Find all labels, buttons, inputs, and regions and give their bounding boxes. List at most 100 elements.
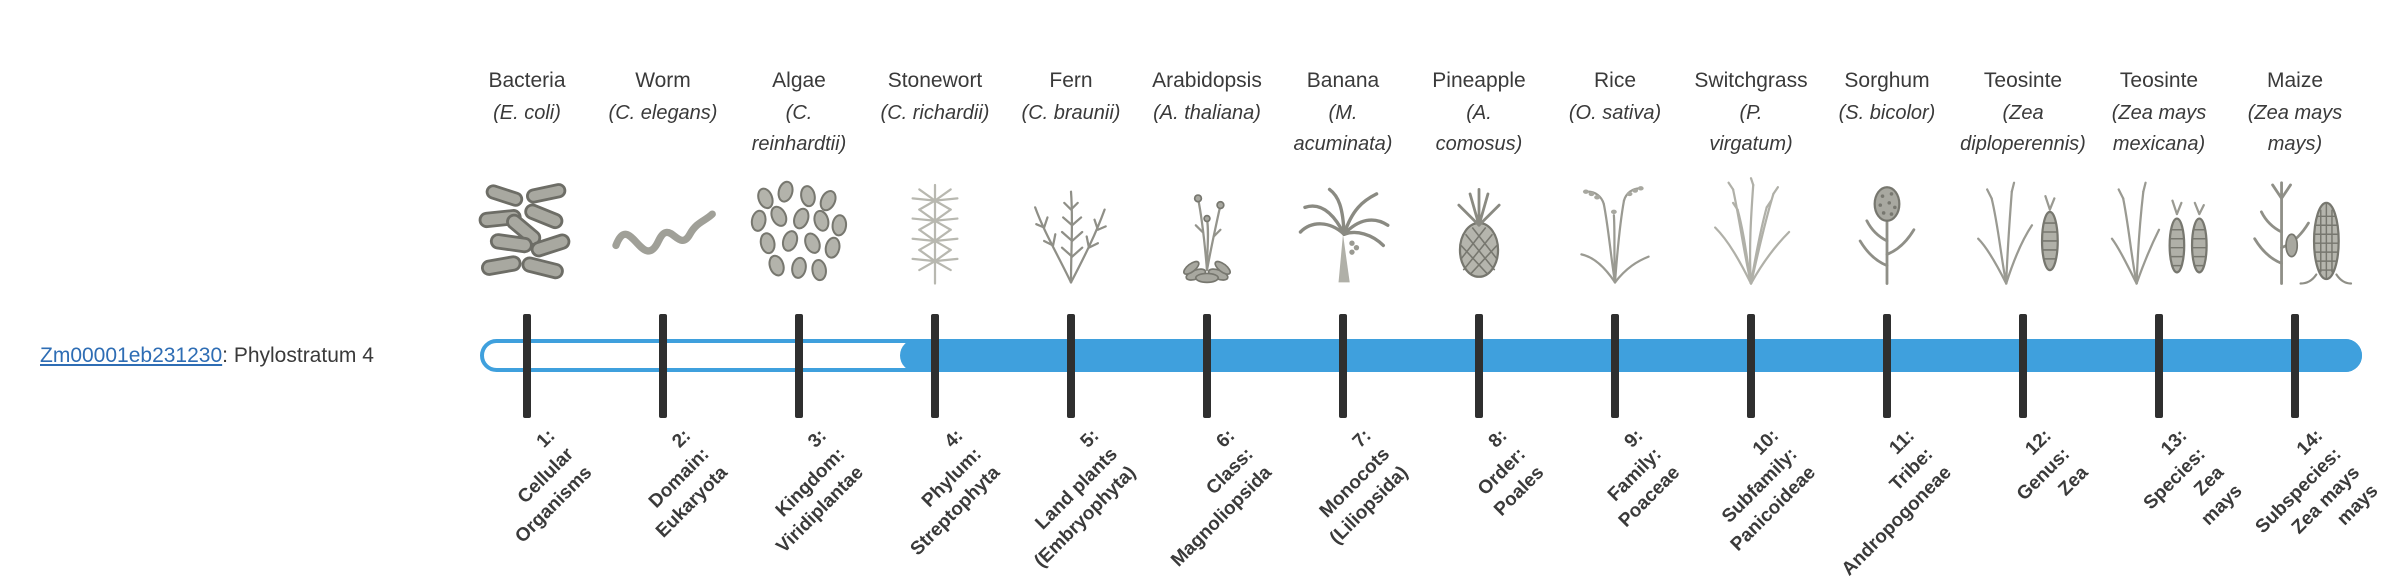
bacteria-illustration-icon (459, 172, 595, 288)
phylostratum-label: 7: Monocots (Liliopsida) (1287, 424, 1414, 551)
gene-label: Zm00001eb231230: Phylostratum 4 (40, 341, 374, 371)
phylostratum-label: 2: Domain: Eukaryota (614, 424, 734, 544)
organism-column: Switchgrass (P. virgatum) (1683, 64, 1819, 288)
phylostratum-label: 10: Subfamily: Panicoideae (1689, 424, 1823, 558)
scientific-name-line: (C. braunii) (1021, 102, 1121, 124)
phylostratum-label: 1: Cellular Organisms (473, 424, 598, 549)
organism-column: Fern (C. braunii) (1003, 64, 1139, 288)
scientific-name-line: (S. bicolor) (1838, 102, 1936, 124)
scientific-name-line: (Zea mays (2247, 102, 2343, 124)
scientific-name-line: (P. (1739, 102, 1763, 124)
scientific-name-line: (C. elegans) (608, 102, 718, 124)
organism-common-name: Fern (1049, 69, 1093, 92)
organism-common-name: Switchgrass (1694, 69, 1808, 92)
organism-common-name: Pineapple (1432, 69, 1526, 92)
organism-scientific-name: (C. richardii) (867, 98, 1003, 168)
phylostratum-label: 5: Land plants (Embryophyta) (992, 424, 1142, 574)
algae-illustration-icon (731, 172, 867, 288)
organism-common-name: Teosinte (2119, 69, 2199, 92)
phylostratum-label: 11: Tribe: Andropogoneae (1800, 424, 1958, 580)
scientific-name-line: (C. richardii) (880, 102, 990, 124)
organism-column: Sorghum (S. bicolor) (1819, 64, 1955, 288)
organism-common-name: Teosinte (1983, 69, 2063, 92)
organism-scientific-name: (C. braunii) (1003, 98, 1139, 168)
organism-column: Worm (C. elegans) (595, 64, 731, 288)
scientific-name-line: (M. (1328, 102, 1358, 124)
phylostratum-bar-fill (900, 339, 2362, 372)
phylostratum-tick (1475, 314, 1483, 418)
phylostratum-label: 9: Family: Poaceae (1576, 424, 1686, 534)
phylostratum-tick (2019, 314, 2027, 418)
scientific-name-line: comosus) (1435, 133, 1523, 155)
phylostratum-tick (795, 314, 803, 418)
organism-common-name: Worm (635, 69, 691, 92)
organism-common-name: Sorghum (1844, 69, 1930, 92)
organism-scientific-name: (P. virgatum) (1683, 98, 1819, 168)
teosinte-illustration-icon (1955, 172, 2091, 288)
switchgrass-illustration-icon (1683, 172, 1819, 288)
organism-common-name: Banana (1306, 69, 1380, 92)
scientific-name-line: mexicana) (2112, 133, 2206, 155)
worm-illustration-icon (595, 172, 731, 288)
phylostratum-label: 4: Phylum: Streptophyta (868, 424, 1006, 562)
scientific-name-line: (C. (785, 102, 813, 124)
organism-common-name: Rice (1593, 69, 1636, 92)
phylostratum-label: 14: Subspecies: Zea mays mays (2232, 424, 2385, 577)
organism-scientific-name: (M. acuminata) (1275, 98, 1411, 168)
organism-scientific-name: (C. elegans) (595, 98, 731, 168)
phylostratum-tick (1611, 314, 1619, 418)
organism-scientific-name: (O. sativa) (1547, 98, 1683, 168)
organism-column: Teosinte (Zea diploperennis) (1955, 64, 2091, 288)
fern-illustration-icon (1003, 172, 1139, 288)
phylostratum-label: 8: Order: Poales (1452, 424, 1550, 522)
scientific-name-line: (Zea mays (2111, 102, 2207, 124)
phylostratum-tick (659, 314, 667, 418)
organism-scientific-name: (A. comosus) (1411, 98, 1547, 168)
pineapple-illustration-icon (1411, 172, 1547, 288)
scientific-name-line: (A. thaliana) (1153, 102, 1261, 124)
organism-column: Stonewort (C. richardii) (867, 64, 1003, 288)
scientific-name-line: diploperennis) (1960, 133, 2086, 155)
phylostratum-tick (1203, 314, 1211, 418)
scientific-name-line: (Zea (2002, 102, 2044, 124)
organism-column: Teosinte (Zea mays mexicana) (2091, 64, 2227, 288)
gene-phylostratum-text: : Phylostratum 4 (222, 344, 374, 367)
scientific-name-line: mays) (2267, 133, 2323, 155)
phylostratum-tick (1747, 314, 1755, 418)
organism-column: Algae (C. reinhardtii) (731, 64, 867, 288)
phylostratum-tick (1883, 314, 1891, 418)
organism-scientific-name: (Zea diploperennis) (1955, 98, 2091, 168)
phylostratum-tick (1339, 314, 1347, 418)
phylostratum-tick (2291, 314, 2299, 418)
phylostratum-tick (2155, 314, 2163, 418)
organism-scientific-name: (Zea mays mays) (2227, 98, 2363, 168)
organism-scientific-name: (A. thaliana) (1139, 98, 1275, 168)
phylostratum-tick (931, 314, 939, 418)
stonewort-illustration-icon (867, 172, 1003, 288)
organism-common-name: Algae (772, 69, 826, 92)
teosinte2-illustration-icon (2091, 172, 2227, 288)
organism-common-name: Stonewort (887, 69, 983, 92)
scientific-name-line: acuminata) (1293, 133, 1393, 155)
sorghum-illustration-icon (1819, 172, 1955, 288)
arabidopsis-illustration-icon (1139, 172, 1275, 288)
organism-column: Rice (O. sativa) (1547, 64, 1683, 288)
organism-common-name: Arabidopsis (1152, 69, 1262, 92)
organism-scientific-name: (C. reinhardtii) (731, 98, 867, 168)
phylostratum-label: 12: Genus: Zea (1993, 424, 2094, 525)
organism-scientific-name: (Zea mays mexicana) (2091, 98, 2227, 168)
scientific-name-line: (O. sativa) (1568, 102, 1662, 124)
organism-scientific-name: (E. coli) (459, 98, 595, 168)
gene-id-link[interactable]: Zm00001eb231230 (40, 344, 223, 367)
organism-column: Arabidopsis (A. thaliana) (1139, 64, 1275, 288)
organism-column: Maize (Zea mays mays) (2227, 64, 2363, 288)
phylostratum-label: 3: Kingdom: Viridiplantae (735, 424, 871, 560)
organism-scientific-name: (S. bicolor) (1819, 98, 1955, 168)
phylostratum-label: 6: Class: Magnoliopsida (1129, 424, 1278, 573)
organism-column: Bacteria (E. coli) (459, 64, 595, 288)
rice-illustration-icon (1547, 172, 1683, 288)
phylostratum-label: 13: Species: Zea mays (2120, 424, 2249, 553)
phylostratum-tick (523, 314, 531, 418)
scientific-name-line: virgatum) (1709, 133, 1793, 155)
